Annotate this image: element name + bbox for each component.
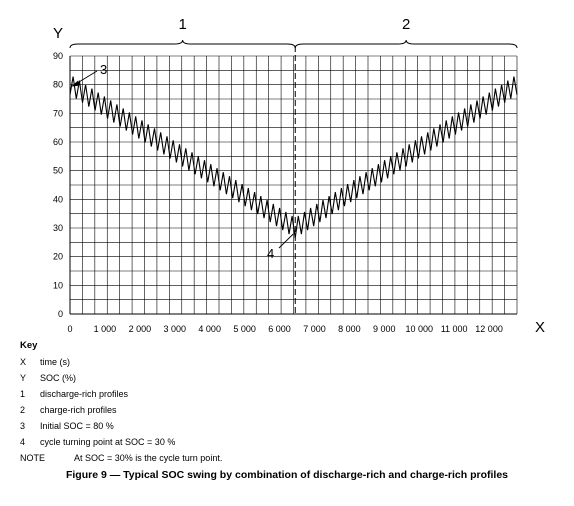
key-item-symbol: 1	[20, 389, 26, 399]
y-tick-label: 70	[53, 108, 63, 118]
brace-label-1: 1	[178, 16, 186, 33]
key-note-text: At SOC = 30% is the cycle turn point.	[74, 453, 223, 463]
marker-4-label: 4	[267, 246, 274, 261]
key-item-text: charge-rich profiles	[40, 405, 117, 415]
key-note-label: NOTE	[20, 453, 46, 463]
x-tick-labels: 0 1 000 2 000 3 000 4 000 5 000 6 000 7 000 8 00…	[67, 324, 502, 334]
x-tick-label: 1 000	[94, 324, 117, 334]
key-item-symbol: 2	[20, 405, 26, 415]
marker-3-label: 3	[100, 62, 107, 77]
x-tick-label: 3 000	[164, 324, 187, 334]
figure-caption: Figure 9 — Typical SOC swing by combinat…	[65, 469, 509, 481]
key-item-symbol: X	[20, 357, 27, 367]
y-tick-label: 90	[53, 51, 63, 61]
x-tick-label: 10 000	[405, 324, 433, 334]
chart-grid	[69, 55, 518, 315]
y-tick-label: 80	[53, 80, 63, 90]
x-tick-label: 6 000	[268, 324, 291, 334]
key-item-text: SOC (%)	[40, 373, 76, 383]
y-tick-label: 40	[53, 194, 63, 204]
key-item-text: time (s)	[40, 357, 70, 367]
key-item: 1 discharge-rich profiles	[20, 386, 222, 402]
y-tick-label: 10	[53, 280, 63, 290]
marker-3-arrowhead	[71, 80, 79, 87]
x-tick-label: 5 000	[233, 324, 256, 334]
y-tick-label: 60	[53, 137, 63, 147]
key-item-symbol: 3	[20, 421, 26, 431]
x-tick-label: 11 000	[441, 324, 468, 334]
key-title: Key	[20, 340, 38, 351]
key-item: 4 cycle turning point at SOC = 30 %	[20, 434, 222, 450]
x-tick-label: 0	[67, 324, 72, 334]
y-axis-letter: Y	[53, 25, 63, 42]
y-tick-label: 0	[58, 309, 63, 319]
key-item-text: discharge-rich profiles	[40, 389, 129, 399]
x-tick-label: 4 000	[198, 324, 221, 334]
x-tick-label: 2 000	[129, 324, 152, 334]
key-item-symbol: 4	[20, 437, 26, 447]
brace-label-2: 2	[402, 16, 410, 33]
y-tick-label: 20	[53, 252, 63, 262]
callout-markers: 34	[71, 62, 294, 261]
marker-4-leader	[278, 233, 294, 249]
x-tick-label: 9 000	[373, 324, 396, 334]
key-item-text: Initial SOC = 80 %	[40, 421, 114, 431]
y-tick-labels: 0 10 20 30 40 50 60 70 80 90	[53, 51, 63, 319]
x-tick-label: 7 000	[303, 324, 326, 334]
key-item-text: cycle turning point at SOC = 30 %	[40, 437, 176, 447]
y-tick-label: 30	[53, 223, 63, 233]
key-item: 2 charge-rich profiles	[20, 402, 222, 418]
y-tick-label: 50	[53, 166, 63, 176]
key-item: Y SOC (%)	[20, 370, 222, 386]
x-axis-letter: X	[535, 319, 545, 336]
key-item-symbol: Y	[20, 373, 27, 383]
x-tick-label: 12 000	[475, 324, 503, 334]
x-tick-label: 8 000	[338, 324, 361, 334]
brace-2	[294, 39, 518, 49]
soc-swing-chart: 0 1 000 2 000 3 000 4 000 5 000 6 000 7 000 8 00…	[53, 16, 545, 336]
key-item: 3 Initial SOC = 80 %	[20, 418, 222, 434]
key-note: NOTE At SOC = 30% is the cycle turn point…	[20, 450, 222, 466]
brace-1	[69, 39, 296, 49]
